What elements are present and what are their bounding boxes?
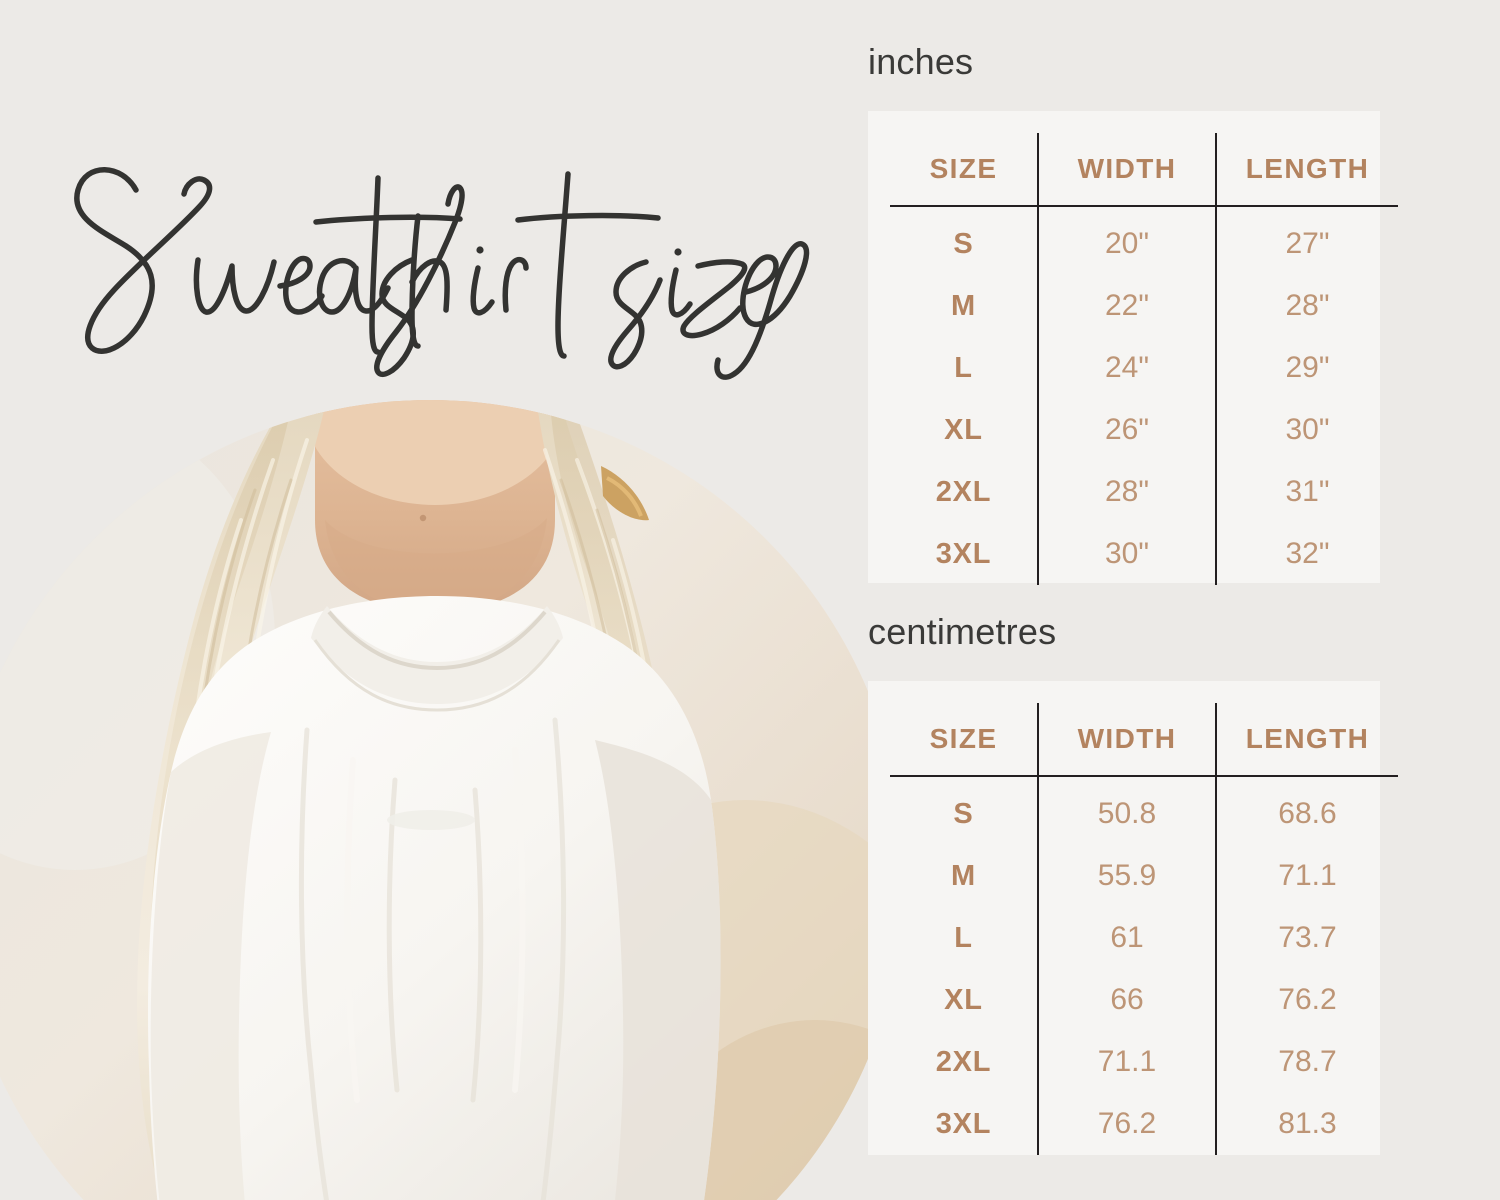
cell-width: 26"	[1037, 399, 1216, 461]
cell-size: S	[953, 227, 974, 260]
cell-length: 71.1	[1215, 845, 1398, 907]
table-row: S 20" 27"	[890, 206, 1398, 275]
page-title	[60, 120, 850, 390]
table-row: 3XL 30" 32"	[890, 523, 1398, 585]
column-header-length: LENGTH	[1215, 133, 1398, 207]
unit-label-centimetres: centimetres	[868, 611, 1057, 652]
table-row: 2XL 71.1 78.7	[890, 1031, 1398, 1093]
cell-length: 68.6	[1215, 776, 1398, 845]
centimetres-table-panel: SIZE WIDTH LENGTH S 50.8 68.6 M 55.9 71.…	[868, 681, 1398, 1155]
column-header-width: WIDTH	[1037, 133, 1216, 207]
cell-length: 81.3	[1215, 1093, 1398, 1155]
cell-length: 29"	[1215, 337, 1398, 399]
unit-label-inches: inches	[868, 41, 974, 82]
cell-size: XL	[944, 413, 983, 446]
column-header-width: WIDTH	[1037, 703, 1216, 777]
table-header-row: SIZE WIDTH LENGTH	[890, 133, 1398, 207]
cell-width: 61	[1037, 907, 1216, 969]
table-row: S 50.8 68.6	[890, 776, 1398, 845]
table-row: XL 26" 30"	[890, 399, 1398, 461]
cell-size: 2XL	[935, 1045, 992, 1078]
table-row: 3XL 76.2 81.3	[890, 1093, 1398, 1155]
cell-width: 20"	[1037, 206, 1216, 275]
cell-size: 2XL	[935, 475, 992, 508]
cell-size: M	[951, 289, 976, 322]
cell-width: 30"	[1037, 523, 1216, 585]
cell-size: M	[951, 859, 976, 892]
cell-length: 76.2	[1215, 969, 1398, 1031]
cell-width: 55.9	[1037, 845, 1216, 907]
cell-length: 78.7	[1215, 1031, 1398, 1093]
cell-width: 76.2	[1037, 1093, 1216, 1155]
cell-size: L	[954, 351, 973, 384]
inches-table-panel: SIZE WIDTH LENGTH S 20" 27" M 22" 28" L	[868, 111, 1398, 585]
table-row: 2XL 28" 31"	[890, 461, 1398, 523]
cell-width: 71.1	[1037, 1031, 1216, 1093]
cell-length: 31"	[1215, 461, 1398, 523]
table-row: L 61 73.7	[890, 907, 1398, 969]
cell-width: 66	[1037, 969, 1216, 1031]
table-row: XL 66 76.2	[890, 969, 1398, 1031]
cell-width: 50.8	[1037, 776, 1216, 845]
cell-size: XL	[944, 983, 983, 1016]
woman-in-white-sweatshirt-photo	[0, 400, 905, 1200]
cell-length: 27"	[1215, 206, 1398, 275]
cell-size: 3XL	[935, 537, 992, 570]
table-header-row: SIZE WIDTH LENGTH	[890, 703, 1398, 777]
cell-length: 28"	[1215, 275, 1398, 337]
cell-width: 24"	[1037, 337, 1216, 399]
cell-length: 32"	[1215, 523, 1398, 585]
cell-size: S	[953, 797, 974, 830]
cell-size: 3XL	[935, 1107, 992, 1140]
cell-length: 73.7	[1215, 907, 1398, 969]
table-row: M 22" 28"	[890, 275, 1398, 337]
cell-size: L	[954, 921, 973, 954]
column-header-size: SIZE	[890, 703, 1038, 777]
table-row: M 55.9 71.1	[890, 845, 1398, 907]
table-row: L 24" 29"	[890, 337, 1398, 399]
inches-size-table: SIZE WIDTH LENGTH S 20" 27" M 22" 28" L	[890, 133, 1398, 585]
column-header-size: SIZE	[890, 133, 1038, 207]
centimetres-size-table: SIZE WIDTH LENGTH S 50.8 68.6 M 55.9 71.…	[890, 703, 1398, 1155]
column-header-length: LENGTH	[1215, 703, 1398, 777]
cell-length: 30"	[1215, 399, 1398, 461]
cell-width: 28"	[1037, 461, 1216, 523]
cell-width: 22"	[1037, 275, 1216, 337]
